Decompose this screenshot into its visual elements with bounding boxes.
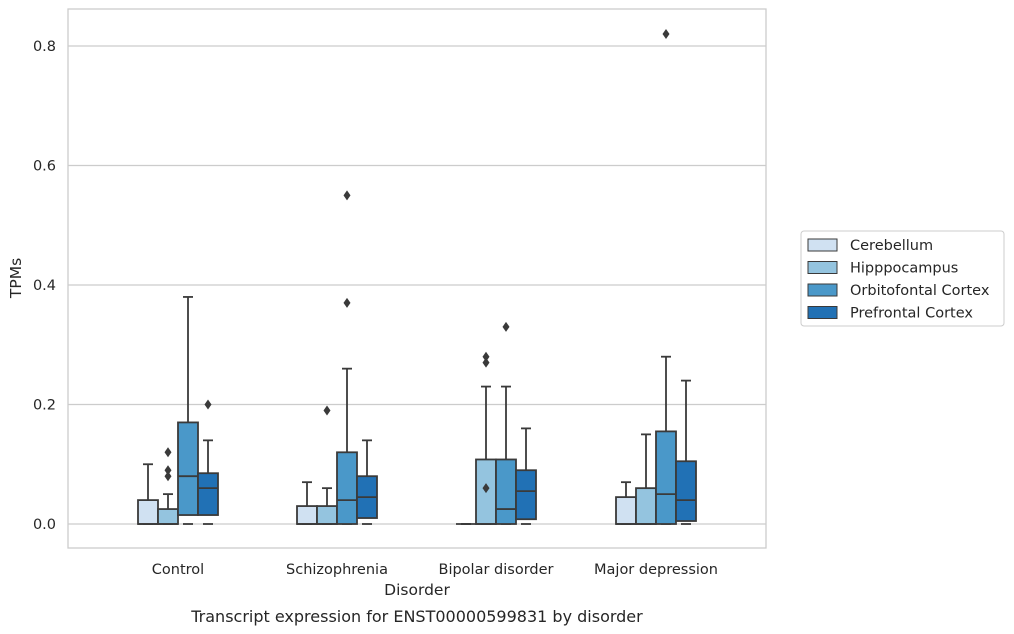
y-tick-label: 0.4	[33, 278, 56, 294]
box-body	[675, 460, 697, 522]
box	[356, 439, 378, 525]
outlier-point	[343, 297, 351, 308]
box-body	[197, 472, 219, 516]
box-body	[515, 469, 537, 521]
legend-frame	[800, 230, 1005, 327]
legend-label: Orbitofontal Cortex	[850, 283, 990, 299]
box	[316, 405, 338, 525]
series-orbitofontal-cortex	[177, 29, 677, 525]
box	[177, 296, 199, 525]
box	[655, 29, 677, 525]
y-tick-label: 0.2	[33, 398, 56, 414]
legend-label: Prefrontal Cortex	[850, 306, 973, 322]
legend-swatch	[807, 238, 838, 252]
box	[475, 351, 497, 525]
legend-swatch	[807, 306, 838, 319]
x-axis-ticks: Control Schizophrenia Bipolar disorder Majo…	[152, 562, 718, 578]
legend-swatch	[807, 261, 838, 274]
outlier-point	[482, 357, 490, 368]
x-tick-label: Bipolar disorder	[439, 562, 554, 578]
legend-label: Hipppocampus	[850, 261, 958, 277]
outlier-point	[164, 465, 172, 476]
chart-caption: Transcript expression for ENST0000059983…	[190, 607, 643, 626]
outlier-point	[502, 321, 510, 332]
box	[515, 427, 537, 525]
legend-swatch	[807, 283, 838, 297]
box-body	[495, 458, 517, 525]
box-body	[177, 421, 199, 516]
y-tick-label: 0.0	[33, 517, 56, 533]
outlier-point	[204, 399, 212, 410]
outlier-point	[662, 29, 670, 40]
box-body	[296, 505, 318, 525]
legend-item: Cerebellum	[807, 238, 933, 254]
y-tick-label: 0.8	[33, 39, 56, 55]
y-tick-label: 0.6	[33, 159, 56, 175]
box-body	[137, 499, 159, 525]
y-axis-ticks: 0.0 0.2 0.4 0.6 0.8	[33, 39, 56, 533]
outlier-point	[323, 405, 331, 416]
box	[137, 463, 159, 525]
legend-item: Prefrontal Cortex	[807, 306, 973, 322]
series-hipppocampus	[157, 351, 657, 525]
box	[615, 481, 637, 525]
box-body	[615, 496, 637, 525]
box-body	[336, 451, 358, 525]
outlier-point	[343, 190, 351, 201]
box	[495, 321, 517, 525]
legend-item: Hipppocampus	[807, 261, 958, 277]
box	[197, 399, 219, 525]
box	[336, 190, 358, 525]
y-axis-title: TPMs	[7, 258, 25, 299]
x-axis-title: Disorder	[384, 581, 450, 599]
box	[296, 481, 318, 525]
series-prefrontal-cortex	[197, 379, 697, 525]
x-tick-label: Major depression	[594, 562, 718, 578]
plot-area-frame	[67, 8, 767, 549]
series-cerebellum	[137, 463, 637, 525]
box	[635, 433, 657, 525]
outlier-point	[482, 351, 490, 362]
box	[675, 379, 697, 525]
legend: Cerebellum Hipppocampus Orbitofontal Corte…	[800, 230, 1005, 327]
outlier-point	[164, 471, 172, 482]
box-body	[316, 505, 338, 525]
x-tick-label: Control	[152, 562, 204, 578]
box-series	[137, 29, 697, 525]
legend-item: Orbitofontal Cortex	[807, 283, 990, 299]
box-body	[157, 508, 179, 525]
legend-label: Cerebellum	[850, 238, 933, 254]
box-body	[655, 430, 677, 525]
box	[157, 447, 179, 525]
outlier-point	[482, 483, 490, 494]
box-body	[635, 487, 657, 525]
outlier-point	[164, 447, 172, 458]
x-tick-label: Schizophrenia	[286, 562, 388, 578]
